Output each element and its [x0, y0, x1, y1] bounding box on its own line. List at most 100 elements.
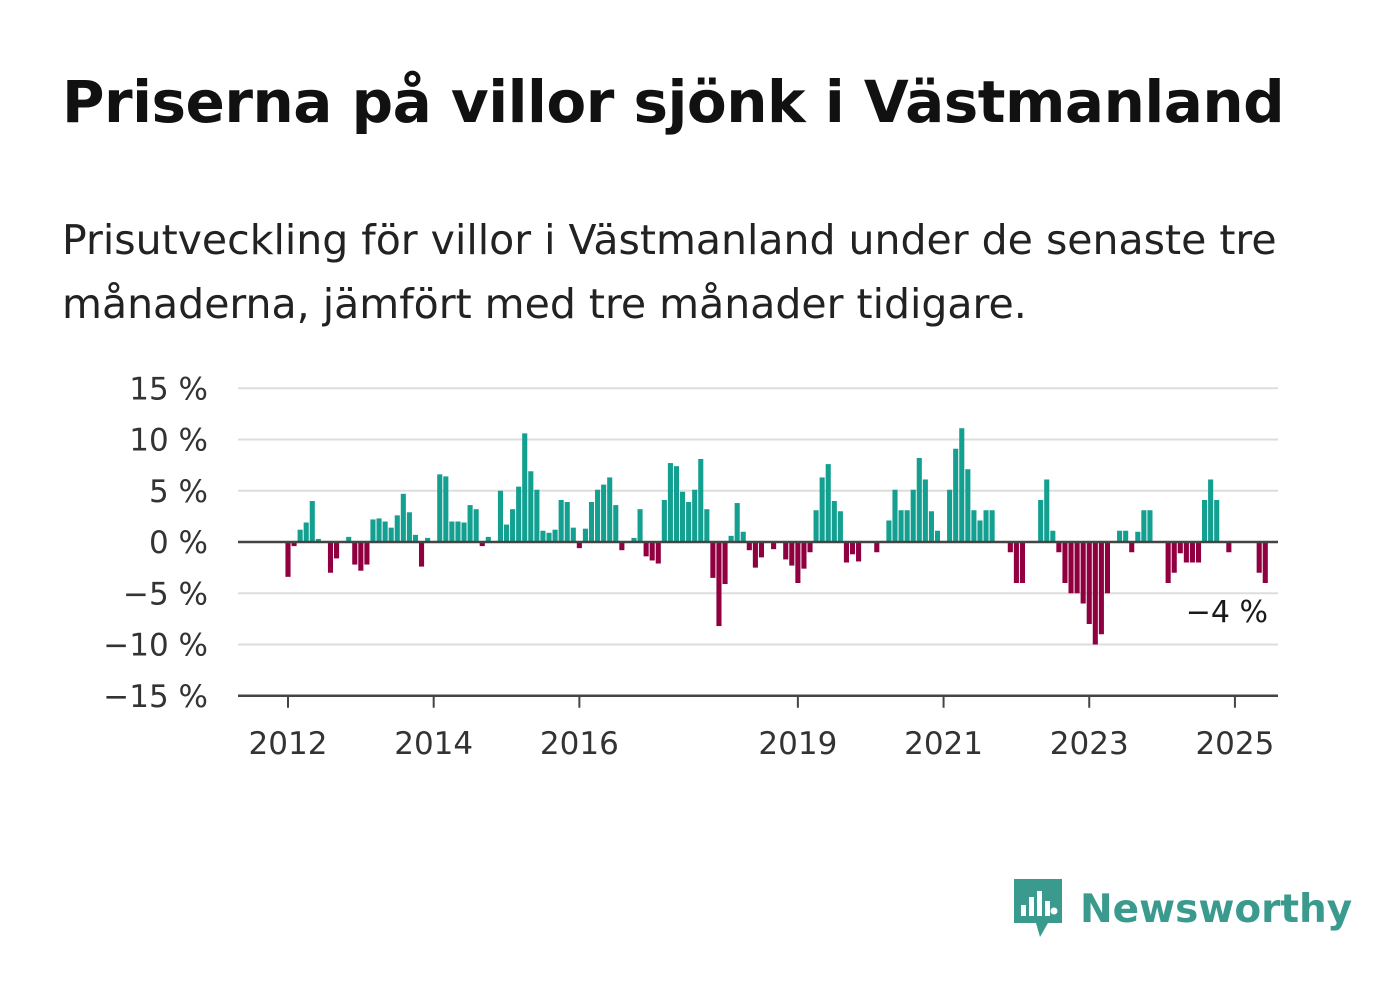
- brand-name: Newsworthy: [1080, 886, 1353, 932]
- bar: [394, 515, 400, 542]
- bar: [485, 536, 491, 543]
- bar: [965, 469, 971, 542]
- bar: [637, 509, 643, 542]
- x-axis-labels: 2012 2014 2016 2019 2021 2023 2025: [249, 726, 1275, 762]
- bar: [1038, 499, 1044, 542]
- bar: [667, 463, 673, 542]
- bar: [613, 505, 619, 542]
- bar: [1135, 531, 1141, 542]
- bar: [418, 542, 425, 567]
- bar: [1104, 542, 1110, 594]
- bar: [358, 542, 364, 571]
- bar: [297, 529, 303, 542]
- bar: [1092, 542, 1098, 645]
- bar: [576, 542, 582, 549]
- bar: [1007, 542, 1013, 553]
- bar: [1214, 499, 1220, 542]
- bar: [983, 510, 989, 543]
- bar: [643, 542, 649, 557]
- bar: [856, 542, 862, 562]
- bar: [1165, 542, 1171, 583]
- bar: [959, 428, 965, 542]
- bar-chart: 15 %10 %5 %0 %−5 %−10 %−15 % 2012 2014 201…: [103, 371, 1278, 762]
- bar: [819, 477, 825, 543]
- bar: [309, 501, 315, 542]
- bar: [1013, 542, 1019, 583]
- bar: [771, 542, 777, 550]
- bar: [564, 502, 570, 542]
- bar: [928, 511, 934, 542]
- bar: [412, 534, 419, 542]
- bar: [849, 542, 856, 555]
- bar: [588, 502, 595, 542]
- bar: [813, 510, 819, 543]
- bar: [916, 457, 922, 542]
- x-tick-label: 2016: [540, 726, 619, 762]
- bar: [552, 529, 558, 542]
- bar: [516, 486, 522, 542]
- bar: [904, 510, 910, 543]
- bar: [370, 519, 376, 542]
- bar: [843, 542, 849, 563]
- bar: [619, 542, 625, 551]
- x-tick-label: 2025: [1195, 726, 1274, 762]
- bar: [595, 489, 601, 542]
- bar: [892, 489, 898, 542]
- bar: [291, 542, 297, 547]
- newsworthy-logo-icon: [1014, 879, 1062, 937]
- bar: [716, 542, 722, 627]
- bar: [1080, 542, 1086, 604]
- bar: [558, 499, 564, 542]
- bar: [346, 536, 352, 543]
- bar: [479, 542, 485, 547]
- bar: [1226, 542, 1232, 553]
- bar: [971, 510, 977, 543]
- bar: [334, 542, 340, 559]
- bar: [673, 466, 680, 542]
- bar: [1189, 542, 1195, 563]
- y-tick-label: 15 %: [129, 371, 208, 407]
- bar: [680, 491, 686, 542]
- bar: [795, 542, 801, 583]
- bar: [503, 524, 510, 543]
- bar: [886, 520, 892, 543]
- bar: [400, 493, 406, 542]
- bar: [874, 542, 880, 553]
- bar: [1256, 542, 1262, 573]
- bar: [352, 542, 358, 565]
- bar: [1177, 542, 1183, 554]
- y-tick-label: 0 %: [149, 525, 208, 561]
- bar: [607, 477, 613, 543]
- bar: [704, 509, 710, 542]
- bar: [655, 542, 661, 564]
- chart-subtitle: Prisutveckling för villor i Västmanland …: [62, 216, 1277, 328]
- axes: [238, 540, 1278, 708]
- bar: [1147, 510, 1153, 543]
- bar: [455, 521, 461, 542]
- bar: [947, 489, 953, 542]
- bar: [734, 503, 740, 542]
- bar: [728, 535, 734, 542]
- bar: [285, 542, 291, 577]
- bar: [752, 542, 758, 568]
- bar: [692, 489, 698, 542]
- bar: [1062, 542, 1068, 583]
- last-value-label: −4 %: [1186, 595, 1268, 630]
- bar: [910, 489, 916, 542]
- bar: [582, 528, 588, 542]
- bar: [315, 538, 321, 542]
- bar: [546, 532, 552, 542]
- x-tick-label: 2023: [1050, 726, 1129, 762]
- bar: [570, 527, 576, 542]
- bar: [1183, 542, 1189, 563]
- bar: [807, 542, 813, 553]
- bar: [528, 471, 534, 542]
- bar: [425, 537, 431, 542]
- bar: [989, 510, 995, 543]
- bar: [1050, 530, 1056, 543]
- bar: [825, 464, 831, 542]
- bar: [382, 521, 388, 542]
- bar: [746, 542, 752, 551]
- x-tick-label: 2021: [904, 726, 983, 762]
- bar: [534, 489, 540, 542]
